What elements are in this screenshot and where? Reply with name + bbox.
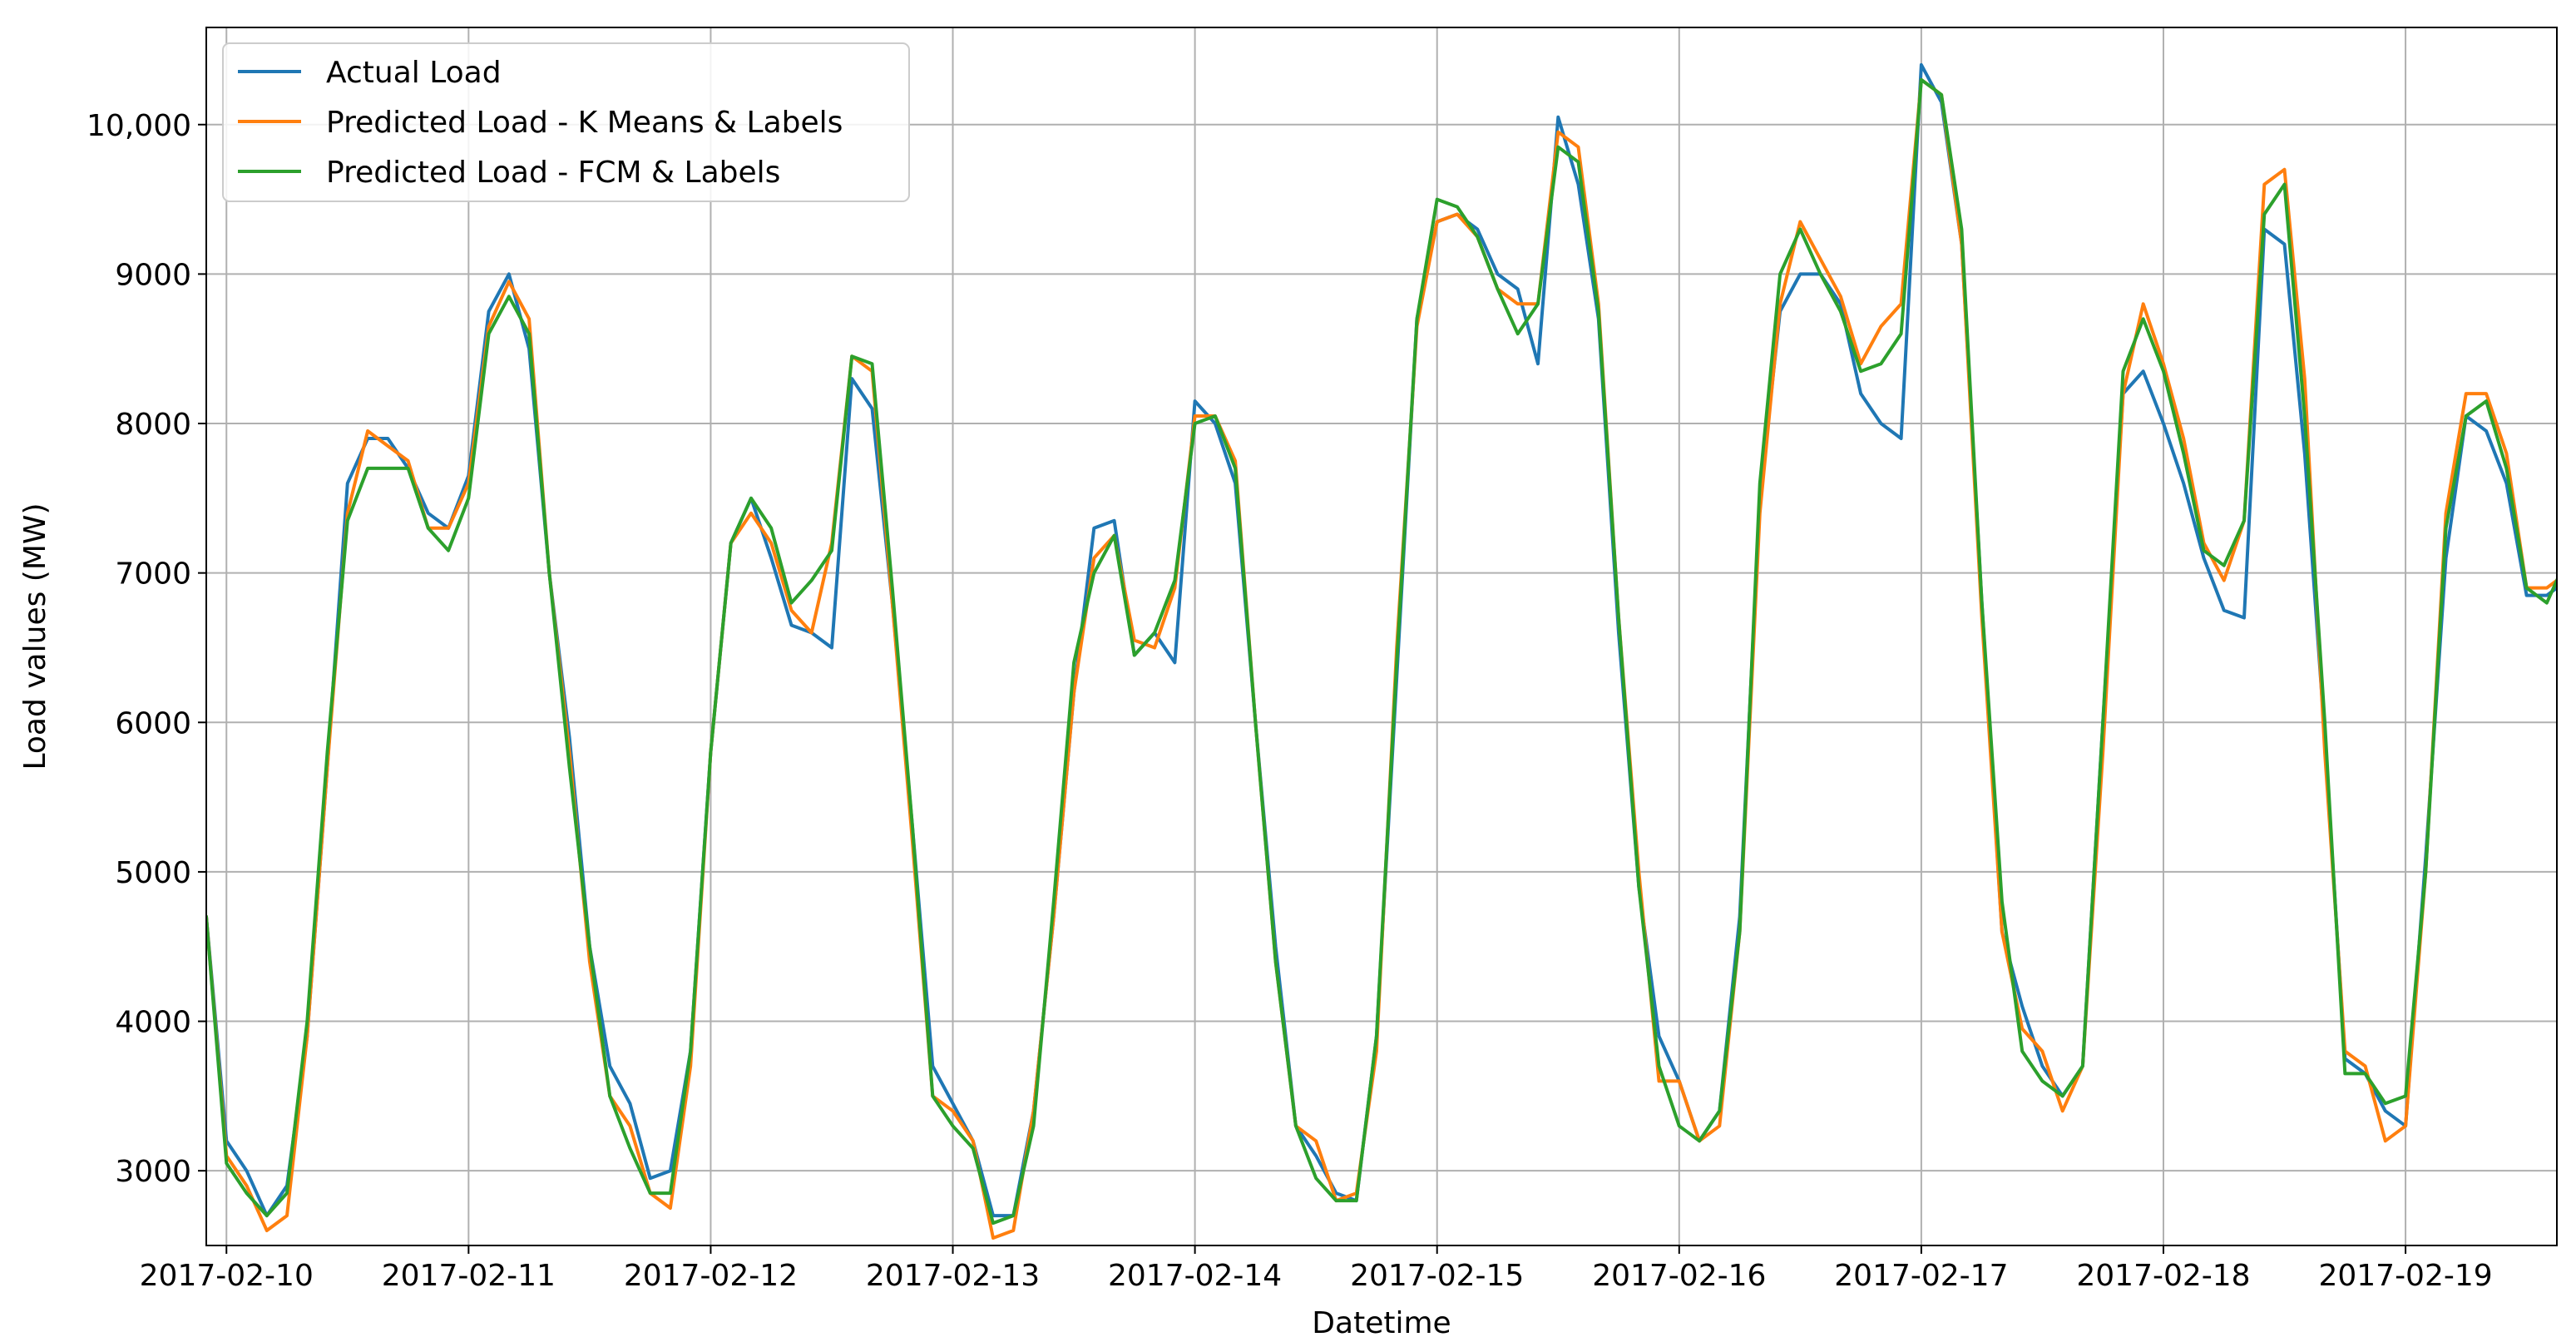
x-tick-label: 2017-02-17 xyxy=(1834,1259,2008,1293)
grid-lines xyxy=(206,27,2557,1245)
y-tick-label: 8000 xyxy=(115,408,191,442)
y-tick-label: 10,000 xyxy=(87,109,191,143)
series-lines xyxy=(206,62,2557,1240)
x-axis-ticks: 2017-02-10 2017-02-11 2017-02-12 2017-02-13… xyxy=(140,1245,2493,1293)
x-tick-label: 2017-02-11 xyxy=(382,1259,556,1293)
legend-label-fcm: Predicted Load - FCM & Labels xyxy=(326,156,780,190)
y-tick-label: 9000 xyxy=(115,258,191,292)
y-tick-label: 3000 xyxy=(115,1155,191,1189)
x-tick-label: 2017-02-10 xyxy=(140,1259,314,1293)
x-tick-label: 2017-02-12 xyxy=(624,1259,798,1293)
y-axis-label: Load values (MW) xyxy=(18,503,52,770)
x-tick-label: 2017-02-19 xyxy=(2318,1259,2492,1293)
x-tick-label: 2017-02-14 xyxy=(1108,1259,1282,1293)
legend-label-actual-load: Actual Load xyxy=(326,56,502,90)
series-line-2 xyxy=(206,77,2557,1226)
y-tick-label: 4000 xyxy=(115,1006,191,1040)
y-axis-ticks: 3000 4000 5000 6000 7000 8000 9000 10,000 xyxy=(87,109,206,1189)
series-line-1 xyxy=(206,77,2557,1240)
x-tick-label: 2017-02-18 xyxy=(2076,1259,2250,1293)
legend-label-kmeans: Predicted Load - K Means & Labels xyxy=(326,106,843,140)
y-tick-label: 7000 xyxy=(115,557,191,592)
y-tick-label: 6000 xyxy=(115,706,191,740)
x-tick-label: 2017-02-13 xyxy=(866,1259,1040,1293)
x-tick-label: 2017-02-16 xyxy=(1592,1259,1766,1293)
legend-box xyxy=(222,42,910,202)
x-tick-label: 2017-02-15 xyxy=(1350,1259,1524,1293)
y-tick-label: 5000 xyxy=(115,856,191,890)
plot-frame xyxy=(205,27,2558,1246)
x-axis-label: Datetime xyxy=(1312,1306,1451,1340)
series-line-0 xyxy=(206,62,2557,1218)
legend: Actual Load Predicted Load - K Means & L… xyxy=(222,42,910,202)
